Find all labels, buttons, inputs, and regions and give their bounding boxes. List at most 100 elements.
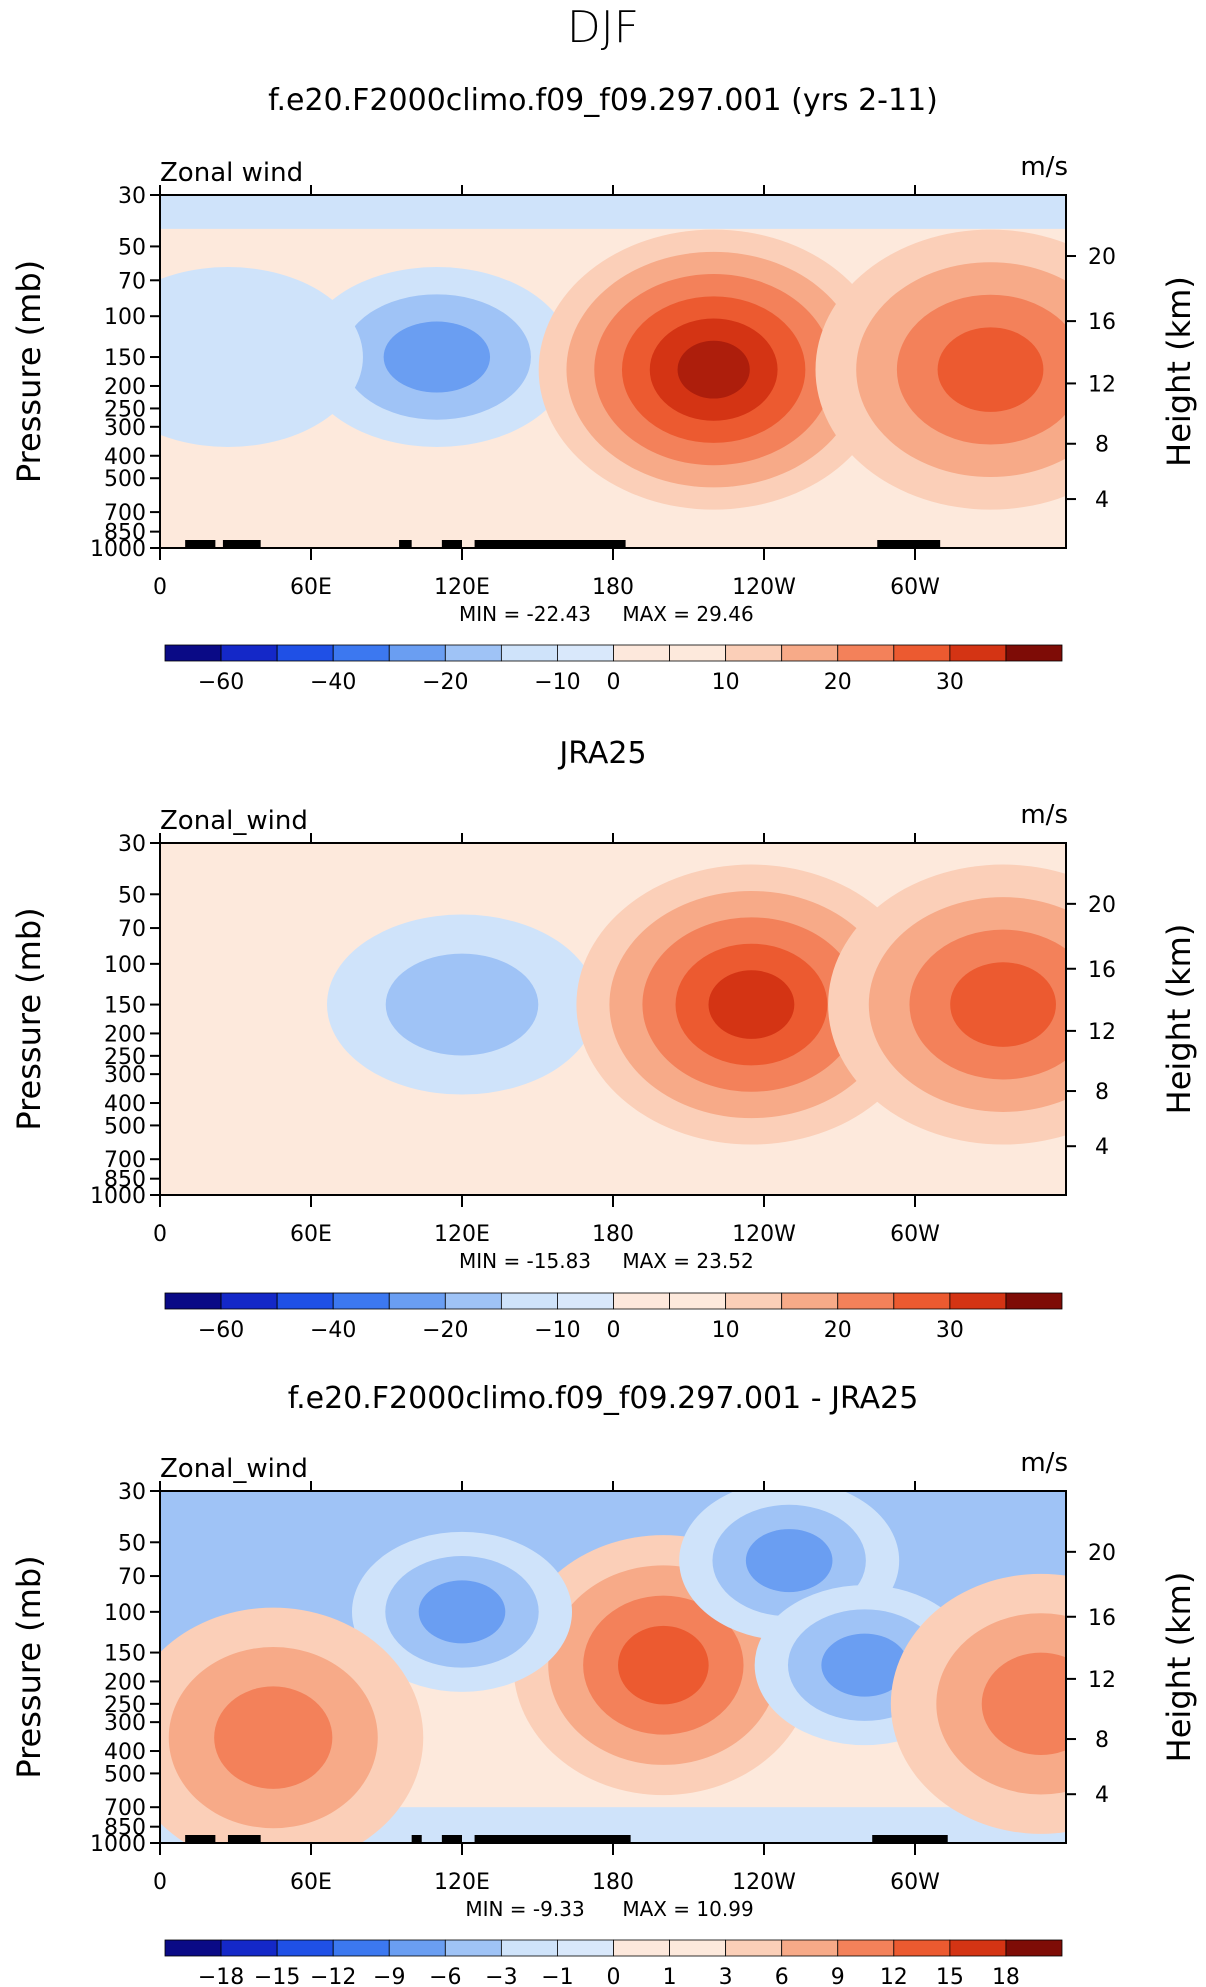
contour-level	[677, 340, 750, 399]
y-tick-label: 200	[104, 1022, 146, 1047]
colorbar-label: 18	[992, 1965, 1020, 1987]
topography-bar	[185, 1835, 216, 1843]
colorbar-label: 15	[936, 1965, 964, 1987]
y2-tick-label: 16	[1088, 1606, 1116, 1631]
colorbar-label: −15	[254, 1965, 300, 1987]
y2-tick-label: 12	[1088, 1020, 1116, 1045]
chart-panel-1: f.e20.F2000climo.f09_f09.297.001 (yrs 2-…	[10, 83, 1198, 695]
colorbar-bin	[613, 644, 670, 662]
colorbar-label: −10	[534, 670, 580, 695]
colorbar-bin	[725, 1292, 783, 1310]
y-tick-label: 850	[104, 1168, 146, 1193]
y-tick-label: 70	[118, 917, 146, 942]
y-tick-label: 70	[118, 1565, 146, 1590]
x-tick-label: 120E	[434, 1870, 490, 1895]
y-tick-label: 30	[118, 1480, 146, 1505]
y-tick-label: 30	[118, 184, 146, 209]
contour-level	[937, 327, 1044, 412]
contour-level	[418, 1580, 506, 1644]
max-value-label: MAX = 10.99	[622, 1897, 753, 1921]
y-tick-label: 150	[104, 994, 146, 1019]
colorbar-bin	[949, 1292, 1007, 1310]
figure-title: DJF	[567, 2, 639, 53]
colorbar-label: 9	[831, 1965, 845, 1987]
y2-tick-label: 12	[1088, 1668, 1116, 1693]
topography-bar	[411, 1835, 422, 1843]
y2-axis-title: Height (km)	[1160, 924, 1198, 1115]
y2-tick-label: 8	[1095, 1080, 1109, 1105]
x-tick-label: 120W	[732, 575, 796, 600]
topography-bar	[877, 540, 941, 548]
y-tick-label: 1000	[90, 1184, 146, 1209]
contour-level	[708, 970, 795, 1039]
y2-axis-title: Height (km)	[1160, 276, 1198, 467]
colorbar-bin	[1005, 1939, 1063, 1957]
chart-title: JRA25	[557, 736, 646, 771]
colorbar-bin	[837, 1292, 895, 1310]
x-tick-label: 180	[592, 1222, 634, 1247]
y2-tick-label: 4	[1095, 488, 1109, 513]
y-tick-label: 300	[104, 1063, 146, 1088]
x-tick-label: 60E	[290, 1222, 332, 1247]
x-tick-label: 60W	[890, 575, 940, 600]
colorbar-bin	[557, 1292, 614, 1310]
colorbar-bin	[669, 1939, 727, 1957]
y-tick-label: 850	[104, 1816, 146, 1841]
x-tick-label: 120E	[434, 1222, 490, 1247]
y-tick-label: 300	[104, 1711, 146, 1736]
units-label: m/s	[1020, 1448, 1068, 1478]
x-tick-label: 60E	[290, 1870, 332, 1895]
colorbar-bin	[613, 1939, 670, 1957]
colorbar-bin	[837, 644, 895, 662]
colorbar-bin	[613, 1292, 670, 1310]
y-tick-label: 250	[104, 397, 146, 422]
y-tick-label: 400	[104, 445, 146, 470]
y-tick-label: 400	[104, 1740, 146, 1765]
y-tick-label: 50	[118, 883, 146, 908]
units-label: m/s	[1020, 800, 1068, 830]
colorbar-label: 6	[775, 1965, 789, 1987]
y-tick-label: 400	[104, 1092, 146, 1117]
colorbar-bin	[220, 1939, 278, 1957]
colorbar-label: −20	[422, 1318, 468, 1343]
topography-bar	[441, 540, 462, 548]
colorbar-bin	[725, 1939, 783, 1957]
y-tick-label: 700	[104, 501, 146, 526]
y-tick-label: 1000	[90, 537, 146, 562]
topography-bar	[474, 1835, 631, 1843]
y-tick-label: 500	[104, 1114, 146, 1139]
colorbar-label: −9	[373, 1965, 405, 1987]
y-tick-label: 700	[104, 1796, 146, 1821]
contour-level	[745, 1529, 833, 1593]
colorbar-bin	[332, 1292, 390, 1310]
y-tick-label: 150	[104, 346, 146, 371]
colorbar-bin	[893, 644, 951, 662]
x-tick-label: 180	[592, 575, 634, 600]
colorbar-label: 10	[712, 670, 740, 695]
y2-tick-label: 20	[1088, 1541, 1116, 1566]
topography-bar	[222, 540, 261, 548]
y-tick-label: 150	[104, 1642, 146, 1667]
colorbar-label: −60	[198, 1318, 244, 1343]
min-value-label: MIN = -15.83	[459, 1249, 591, 1273]
units-label: m/s	[1020, 152, 1068, 182]
colorbar-label: 30	[936, 670, 964, 695]
colorbar-bin	[949, 644, 1007, 662]
x-tick-label: 0	[153, 575, 167, 600]
x-tick-label: 120E	[434, 575, 490, 600]
y-tick-label: 200	[104, 1670, 146, 1695]
colorbar-bin	[949, 1939, 1007, 1957]
colorbar-label: −10	[534, 1318, 580, 1343]
colorbar-bin	[893, 1292, 951, 1310]
chart-title: f.e20.F2000climo.f09_f09.297.001 (yrs 2-…	[268, 83, 938, 118]
colorbar-label: 0	[607, 1318, 621, 1343]
colorbar-label: −3	[485, 1965, 517, 1987]
colorbar-bin	[276, 1292, 334, 1310]
y2-tick-label: 4	[1095, 1783, 1109, 1808]
contour-level	[821, 1633, 908, 1697]
panels-group: f.e20.F2000climo.f09_f09.297.001 (yrs 2-…	[10, 83, 1198, 1987]
colorbar-bin	[557, 644, 614, 662]
y2-tick-label: 4	[1095, 1135, 1109, 1160]
colorbar-bin	[500, 1939, 558, 1957]
